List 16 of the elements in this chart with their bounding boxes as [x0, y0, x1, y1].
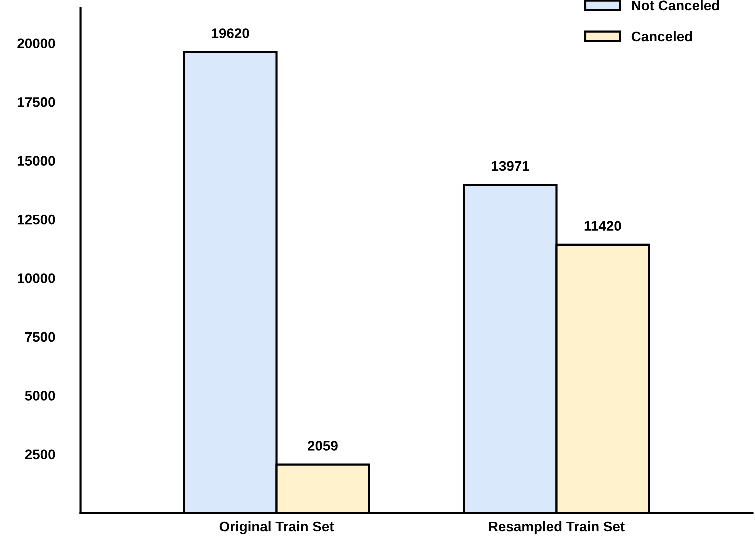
y-tick-label: 20000	[18, 38, 56, 49]
data-label: 13971	[492, 161, 530, 172]
data-label: 11420	[584, 221, 622, 232]
x-tick-label: Resampled Train Set	[489, 521, 625, 534]
y-tick-label: 10000	[18, 274, 56, 284]
y-tick-label: 7500	[25, 332, 56, 342]
y-tick-label: 5000	[25, 391, 56, 401]
legend-label: Canceled	[632, 31, 692, 42]
y-tick-label: 15000	[18, 156, 56, 166]
data-label: 2059	[308, 441, 338, 451]
y-tick-label: 17500	[18, 97, 56, 108]
y-tick-label: 2500	[25, 450, 56, 460]
y-tick-label: 12500	[18, 214, 56, 225]
legend-label: Not Canceled	[632, 0, 720, 11]
x-tick-label: Original Train Set	[220, 521, 334, 534]
data-label: 19620	[212, 28, 250, 38]
